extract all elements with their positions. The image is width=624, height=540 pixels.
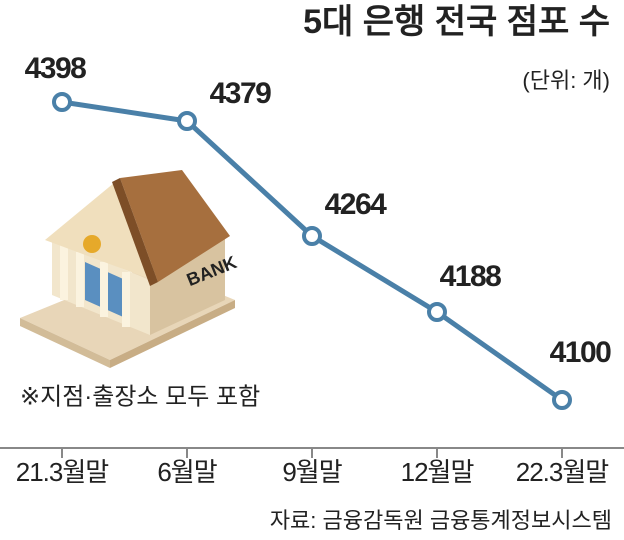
x-tick-label: 21.3월말 bbox=[16, 457, 109, 487]
marker bbox=[52, 92, 72, 112]
value-label: 4100 bbox=[550, 336, 612, 369]
value-label: 4379 bbox=[210, 77, 272, 110]
x-tick-label: 6월말 bbox=[157, 457, 216, 487]
source: 자료: 금융감독원 금융통계정보시스템 bbox=[270, 508, 612, 533]
x-tick-label: 9월말 bbox=[282, 457, 341, 487]
x-tick-label: 12월말 bbox=[401, 457, 474, 487]
marker bbox=[552, 390, 572, 410]
value-label: 4188 bbox=[440, 260, 502, 293]
value-label: 4398 bbox=[25, 52, 87, 85]
marker bbox=[427, 302, 447, 322]
chart-title: 5대 은행 전국 점포 수 bbox=[303, 3, 610, 41]
marker bbox=[177, 111, 197, 131]
unit-label: (단위: 개) bbox=[522, 68, 610, 93]
value-label: 4264 bbox=[325, 188, 388, 221]
x-tick-label: 22.3월말 bbox=[516, 457, 609, 487]
note: ※지점·출장소 모두 포함 bbox=[20, 383, 260, 410]
bank-illustration: BANK bbox=[20, 170, 239, 368]
marker bbox=[302, 226, 322, 246]
